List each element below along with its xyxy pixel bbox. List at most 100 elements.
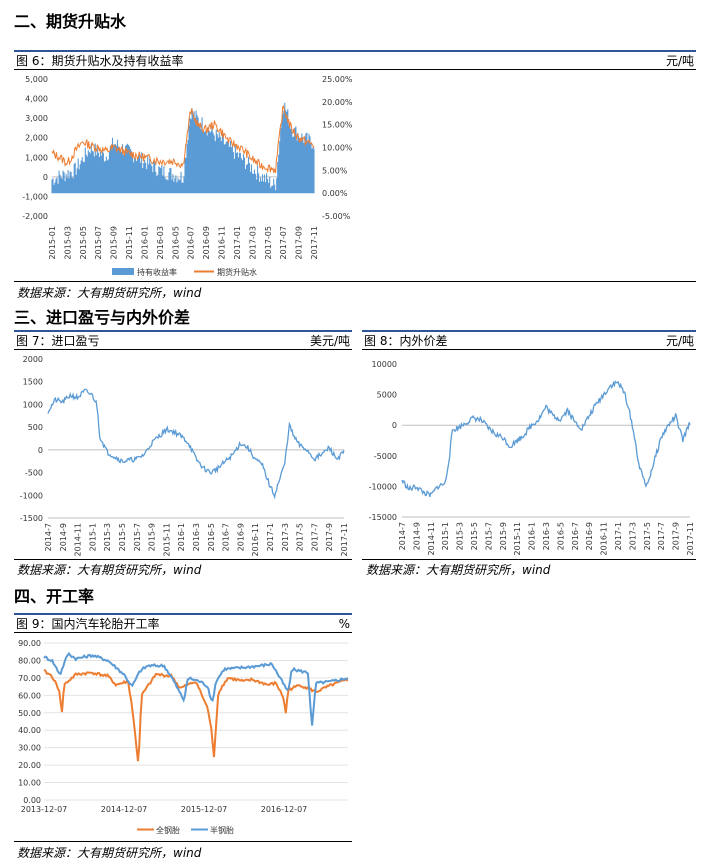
x-tick: 2017-1 [614,522,623,550]
figure-8-source: 数据来源：大有期货研究所，wind [366,563,551,577]
x-tick: 2015-5 [470,522,479,550]
x-tick: 2017-7 [310,523,319,551]
y-tick: 70.00 [18,674,41,683]
x-tick: 2015-05 [79,226,88,259]
figure-9-source: 数据来源：大有期货研究所，wind [17,846,202,860]
y-tick: 20.00 [18,761,41,770]
x-tick: 2016-3 [192,523,201,551]
y-tick: -5000 [374,452,397,461]
y-tick-left: 4,000 [25,95,48,104]
x-tick: 2014-7 [398,522,407,550]
figure-8-unit: 元/吨 [665,334,694,348]
x-tick: 2015-12-07 [181,805,228,814]
x-tick: 2015-3 [456,522,465,550]
legend-label-basis: 期货升贴水 [217,267,257,277]
x-tick: 2017-11 [340,523,349,556]
legend-swatch-holding-yield [112,268,134,275]
section-heading-operating-rate: 四、开工率 [14,587,95,606]
y-tick: 500 [28,423,43,432]
y-tick: 10000 [372,360,397,369]
figure-8-title: 图 8：内外价差 [364,334,448,348]
y-tick: 5000 [377,391,397,400]
x-tick: 2015-03 [63,226,72,259]
series-line [401,380,691,497]
x-tick: 2015-5 [118,523,127,551]
x-tick: 2015-7 [484,522,493,550]
x-tick: 2016-7 [571,522,580,550]
x-tick: 2015-07 [94,226,103,259]
y-tick-left: -1,000 [22,192,48,201]
x-tick: 2016-11 [218,226,227,259]
section-heading-futures: 二、期货升贴水 [14,12,127,31]
y-tick-right: 10.00% [322,144,353,153]
x-tick: 2016-9 [236,523,245,551]
y-tick: 50.00 [18,709,41,718]
figure-9-title: 图 9：国内汽车轮胎开工率 [16,617,160,631]
figure-9-caption: 图 9：国内汽车轮胎开工率 % [14,613,352,633]
y-tick-left: 3,000 [25,114,48,123]
figure-6-caption: 图 6：期货升贴水及持有收益率 元/吨 [14,50,696,70]
x-tick: 2017-1 [266,523,275,551]
x-tick: 2017-11 [686,522,695,555]
figure-6-source: 数据来源：大有期货研究所，wind [17,286,202,300]
y-tick: 30.00 [18,744,41,753]
figure-8-bottom-rule [362,559,696,560]
y-tick-left: 2,000 [25,134,48,143]
x-tick: 2015-09 [110,226,119,259]
y-tick: -1000 [20,491,43,500]
y-tick-left: 0 [43,173,48,182]
legend-label-holding-yield: 持有收益率 [137,267,177,277]
x-tick: 2014-11 [427,522,436,555]
x-tick: 2016-11 [600,522,609,555]
semi-steel-line [43,651,349,726]
x-tick: 2017-03 [248,226,257,259]
x-tick: 2015-9 [499,522,508,550]
x-tick: 2016-01 [140,226,149,259]
x-tick: 2017-01 [233,226,242,259]
figure-6-bottom-rule [14,281,696,282]
y-tick: -15000 [369,513,397,522]
x-tick: 2017-07 [279,226,288,259]
x-tick: 2016-07 [187,226,196,259]
x-tick: 2016-1 [177,523,186,551]
x-tick: 2014-7 [44,523,53,551]
y-tick: 90.00 [18,639,41,648]
x-tick: 2017-3 [628,522,637,550]
figure-7-unit: 美元/吨 [309,334,350,348]
y-tick: -10000 [369,482,397,491]
y-tick-left: -2,000 [22,212,48,221]
x-tick: 2017-09 [295,226,304,259]
y-tick: 40.00 [18,726,41,735]
x-tick: 2017-11 [310,226,319,259]
y-tick: 60.00 [18,691,41,700]
x-tick: 2017-5 [643,522,652,550]
x-tick: 2014-9 [59,523,68,551]
figure-7-caption: 图 7：进口盈亏 美元/吨 [14,330,352,350]
figure-6-chart: 5,000 4,000 3,000 2,000 1,000 0 -1,000 -2,000 25… [22,75,353,277]
x-tick: 2016-3 [542,522,551,550]
y-tick: 80.00 [18,656,41,665]
legend-label-full-steel: 全钢胎 [156,825,180,835]
x-tick: 2017-5 [296,523,305,551]
x-tick: 2015-1 [88,523,97,551]
x-tick: 2014-12-07 [101,805,148,814]
x-tick: 2015-3 [103,523,112,551]
figure-8-caption: 图 8：内外价差 元/吨 [362,330,696,350]
y-tick: 0 [392,421,397,430]
y-tick-left: 5,000 [25,75,48,84]
figure-6-unit: 元/吨 [665,54,694,68]
x-tick: 2017-3 [281,523,290,551]
y-tick: 1000 [23,400,43,409]
series-line [47,388,345,500]
y-tick: 2000 [23,355,43,364]
x-tick: 2015-7 [133,523,142,551]
x-tick: 2017-9 [325,523,334,551]
y-tick: -1500 [20,514,43,523]
y-tick-right: 15.00% [322,121,353,130]
x-tick: 2016-9 [585,522,594,550]
x-tick: 2017-05 [264,226,273,259]
x-tick: 2016-7 [222,523,231,551]
y-tick-right: 20.00% [322,98,353,107]
x-tick: 2016-1 [528,522,537,550]
